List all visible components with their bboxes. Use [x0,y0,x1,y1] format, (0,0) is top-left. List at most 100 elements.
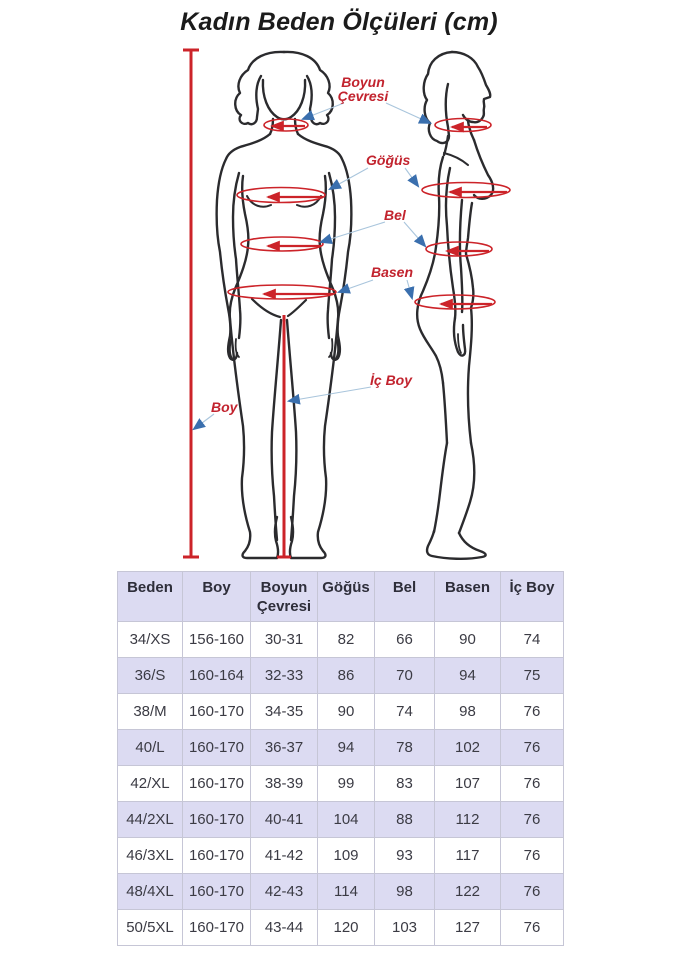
side-shin [457,441,476,535]
page-title: Kadın Beden Ölçüleri (cm) [180,8,498,36]
table-cell: 74 [500,621,564,658]
table-cell: 160-170 [182,801,251,838]
height-measure-line [183,48,199,559]
table-cell: 99 [317,765,375,802]
neck-pointer-side [385,102,432,124]
height-pointer [192,413,215,431]
table-cell: 34-35 [250,693,318,730]
table-cell: 90 [317,693,375,730]
side-shoulder [442,151,470,167]
side-foot [425,529,487,560]
size-cell: 42/XL [117,765,183,802]
table-cell: 76 [500,693,564,730]
front-left-arm [215,132,272,361]
table-cell: 82 [317,621,375,658]
size-cell: 34/XS [117,621,183,658]
table-row: 36/S 160-164 32-33 86 70 94 75 [117,657,564,694]
size-table-body: 34/XS 156-160 30-31 82 66 90 74 36/S 160-164 32-3… [117,621,564,946]
table-cell: 94 [434,657,501,694]
label-neck-circumference: Boyun Çevresi [337,74,389,104]
front-right-leg [288,317,340,560]
table-cell: 114 [317,873,375,910]
front-hair [234,50,286,126]
hip-pointer-side [403,279,415,301]
front-left-inner-arm [231,171,242,340]
table-cell: 86 [317,657,375,694]
table-cell: 104 [317,801,375,838]
side-arm-back [458,198,464,314]
label-hips: Basen [371,264,414,280]
table-cell: 117 [434,837,501,874]
table-cell: 70 [374,657,435,694]
table-cell: 43-44 [250,909,318,946]
size-cell: 44/2XL [117,801,183,838]
table-row: 46/3XL 160-170 41-42 109 93 117 76 [117,837,564,874]
front-right-arm [296,132,353,361]
column-header: Beden [117,571,183,622]
inseam-measure-line [277,315,291,559]
hip-ellipse-side [414,294,496,310]
table-cell: 76 [500,873,564,910]
table-cell: 74 [374,693,435,730]
neck-ellipse-front [263,118,309,132]
table-cell: 160-170 [182,873,251,910]
neck-pointer-front [300,102,345,121]
side-back-thigh [441,381,449,445]
table-cell: 83 [374,765,435,802]
table-cell: 93 [374,837,435,874]
front-left-inner-leg [270,318,283,542]
size-cell: 40/L [117,729,183,766]
table-cell: 38-39 [250,765,318,802]
size-cell: 48/4XL [117,873,183,910]
waist-pointer-front [318,221,386,244]
side-face-profile [450,50,492,124]
label-inseam: İç Boy [370,372,413,388]
table-cell: 98 [434,693,501,730]
table-row: 38/M 160-170 34-35 90 74 98 76 [117,693,564,730]
size-cell: 38/M [117,693,183,730]
table-row: 40/L 160-170 36-37 94 78 102 76 [117,729,564,766]
front-crotch [250,297,308,319]
table-row: 42/XL 160-170 38-39 99 83 107 76 [117,765,564,802]
size-table: Beden Boy Boyun Çevresi Göğüs Bel Basen İç Boy… [117,571,564,946]
table-cell: 107 [434,765,501,802]
label-connectors [192,102,432,431]
label-bust: Göğüs [366,152,411,168]
column-header: Göğüs [317,571,375,622]
waist-ellipse-front [240,236,324,252]
table-cell: 112 [434,801,501,838]
bust-ellipse-side [421,181,511,199]
table-cell: 66 [374,621,435,658]
table-cell: 90 [434,621,501,658]
neck-ellipse-side [434,117,492,133]
column-header: Boyun Çevresi [250,571,318,622]
side-hand-finger [457,333,462,354]
size-cell: 36/S [117,657,183,694]
table-cell: 40-41 [250,801,318,838]
table-cell: 88 [374,801,435,838]
table-cell: 32-33 [250,657,318,694]
table-cell: 98 [374,873,435,910]
table-cell: 120 [317,909,375,946]
front-right-inner-arm [326,171,337,340]
column-header: Bel [374,571,435,622]
side-hair [422,50,454,145]
hip-ellipse-front [227,284,337,300]
table-cell: 160-170 [182,837,251,874]
front-right-inner-leg [285,318,298,542]
table-cell: 103 [374,909,435,946]
table-cell: 94 [317,729,375,766]
table-cell: 75 [500,657,564,694]
table-cell: 109 [317,837,375,874]
table-cell: 160-170 [182,693,251,730]
label-height: Boy [211,399,238,415]
side-back [415,155,445,385]
table-cell: 76 [500,837,564,874]
size-cell: 50/5XL [117,909,183,946]
table-cell: 160-170 [182,765,251,802]
size-cell: 46/3XL [117,837,183,874]
table-cell: 160-170 [182,909,251,946]
ellipse-direction-arrows [261,120,507,310]
body-measurement-diagram [183,48,511,560]
front-torso-left [228,174,250,321]
